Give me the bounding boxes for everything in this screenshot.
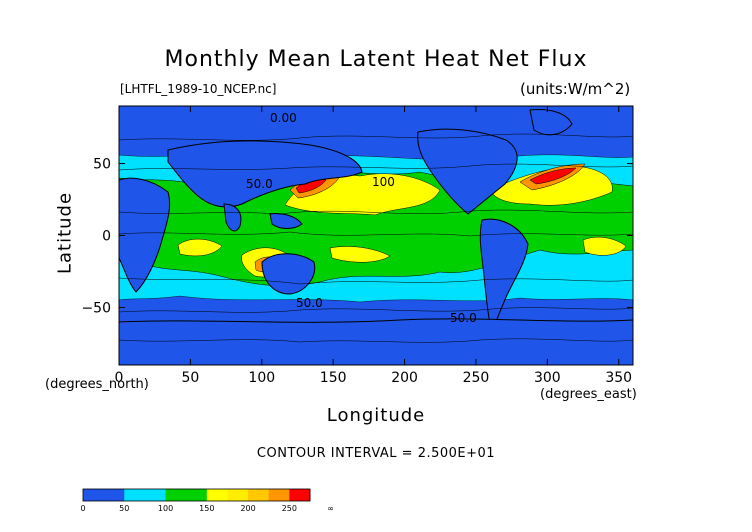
field-patch-red-gulfstream [529, 167, 577, 185]
contour-lines [119, 133, 633, 343]
land-masses [119, 109, 633, 365]
land-north-america [417, 128, 518, 215]
colorbar-segment [206, 489, 228, 501]
colorbar-segment [289, 489, 311, 501]
y-tick-label: −50 [81, 300, 111, 316]
y-tick-label: 50 [93, 157, 111, 173]
x-tick-label: 150 [320, 370, 347, 386]
y-tick-label: 0 [102, 229, 111, 245]
colorbar-segment [186, 489, 208, 501]
colorbar: 0 50 100 150 200 250 ∞ [80, 488, 334, 513]
land-india [223, 203, 242, 232]
field-patch-yellow-ind [177, 238, 223, 257]
colorbar-segment [103, 489, 125, 501]
contour-interval-label: CONTOUR INTERVAL = 2.500E+01 [256, 446, 496, 461]
x-tick-label: 350 [605, 370, 632, 386]
x-tick-label: 100 [248, 370, 275, 386]
colorbar-tick-label: ∞ [327, 504, 334, 513]
contour-label-0: 0.00 [270, 111, 297, 125]
contour-label-2: 100 [372, 175, 395, 189]
colorbar-tick-label: 200 [240, 504, 255, 513]
colorbar-tick-label: 50 [119, 504, 129, 513]
colorbar-segment [268, 489, 290, 501]
x-tick-label: 50 [181, 370, 199, 386]
source-file-label: [LHTFL_1989-10_NCEP.nc] [120, 82, 277, 96]
contour-label-1: 50.0 [246, 177, 273, 191]
colorbar-frame [82, 488, 311, 502]
y-axis-units: (degrees_north) [45, 377, 149, 392]
x-axis-title: Longitude [326, 405, 426, 426]
colorbar-tick-label: 0 [80, 504, 85, 513]
colorbar-segment [144, 489, 167, 501]
x-axis-ticks: 0 50 100 150 200 250 300 350 [115, 106, 632, 386]
x-tick-label: 0 [115, 370, 124, 386]
units-label: (units:W/m^2) [520, 80, 631, 98]
contour-label-3: 50.0 [296, 296, 323, 310]
x-tick-label: 300 [534, 370, 561, 386]
contour-value-labels: 0.00 50.0 100 50.0 50.0 [246, 111, 477, 325]
colorbar-segment [248, 489, 270, 501]
x-tick-label: 200 [391, 370, 418, 386]
contour-label-4: 50.0 [450, 311, 477, 325]
colorbar-tick-label: 250 [282, 504, 297, 513]
colorbar-segment [124, 489, 146, 501]
x-axis-units: (degrees_east) [540, 387, 637, 402]
field-patch-yellow-satl [582, 236, 627, 256]
colorbar-tick-label: 150 [199, 504, 214, 513]
colorbar-segment [227, 489, 249, 501]
x-tick-label: 250 [463, 370, 490, 386]
chart-title: Monthly Mean Latent Heat Net Flux [164, 47, 588, 72]
flux-field [119, 106, 633, 365]
colorbar-segment [83, 489, 105, 501]
land-south-america [479, 218, 529, 335]
land-antarctica [119, 318, 633, 365]
land-greenland [529, 109, 573, 136]
land-eurasia [167, 140, 363, 208]
colorbar-segment [165, 489, 187, 501]
colorbar-tick-label: 100 [158, 504, 173, 513]
field-patch-yellow-natl [489, 165, 613, 206]
y-axis-ticks: 50 0 −50 [81, 157, 633, 316]
field-patch-yellow-spac [329, 246, 391, 263]
